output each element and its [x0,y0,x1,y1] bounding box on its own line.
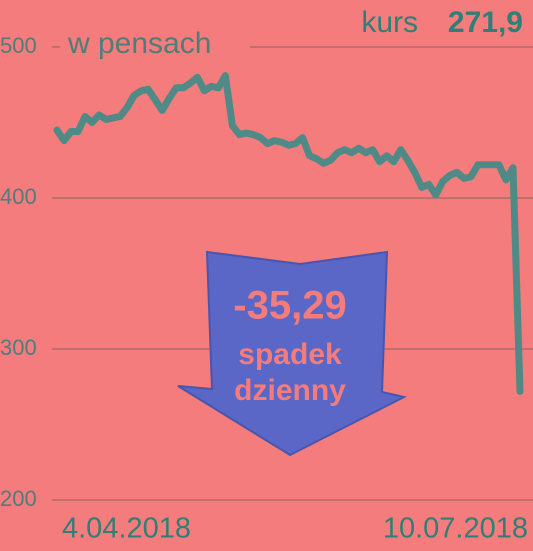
plot [53,72,524,395]
y-tick-label: 200 [0,486,37,511]
y-tick-label: 500 [0,33,37,58]
annotation-change: -35,29 [233,284,346,328]
x-tick-label: 10.07.2018 [383,513,528,545]
drop-arrow [177,250,407,457]
y-axis-label: w pensach [67,27,211,60]
y-tick-label: 300 [0,335,37,360]
price-value: 271,9 [448,6,523,39]
price-label: kurs [361,6,418,39]
label-backdrop [60,28,250,64]
price-line [53,72,524,395]
y-tick-label: 400 [0,184,37,209]
annotation-text: spadek [238,338,342,371]
x-tick-label: 4.04.2018 [62,513,191,545]
annotation-text: dzienny [234,374,346,407]
